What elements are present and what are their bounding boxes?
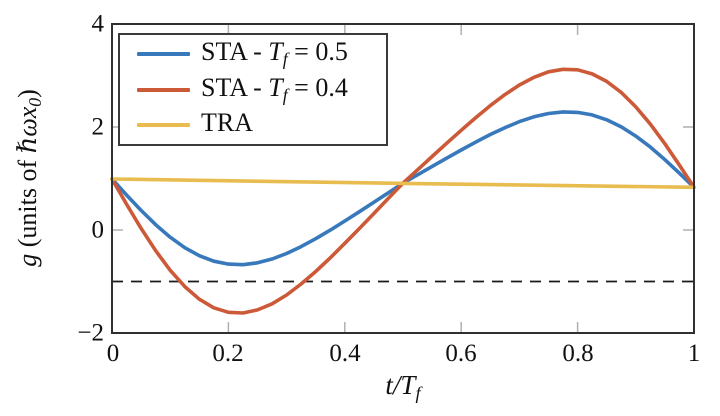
legend-item-sta-tf-0.5: STA - Tf = 0.5 (120, 37, 386, 71)
legend: STA - Tf = 0.5 STA - Tf = 0.4 TRA (118, 33, 388, 146)
x-tick-label: 0.2 (212, 340, 244, 367)
legend-label-value: = 0.4 (287, 72, 348, 102)
y-axis-units: ℏωx (13, 106, 43, 154)
y-axis-label: g (units of ℏωx0) (13, 89, 46, 267)
y-axis-label-text: (units of (13, 153, 43, 254)
legend-label: TRA (201, 110, 253, 140)
x-axis-label-subscript: f (415, 383, 421, 404)
legend-label: STA - Tf = 0.5 (201, 36, 348, 69)
y-tick-label: 2 (91, 113, 105, 141)
legend-item-tra: TRA (120, 108, 386, 142)
curve-tra (110, 177, 696, 190)
legend-line-sample (137, 87, 190, 92)
x-tick-label: 0 (106, 340, 120, 367)
x-tick-label: 1 (687, 340, 701, 367)
legend-label-symbol: T (268, 36, 283, 66)
legend-label-subscript: f (282, 48, 288, 69)
legend-label-text: STA - (201, 36, 269, 66)
x-axis-label: t/Tf (385, 372, 420, 403)
y-axis-symbol: g (13, 253, 43, 267)
legend-label-subscript: f (282, 84, 288, 105)
y-tick-label: −2 (77, 319, 104, 347)
x-tick-label: 0.4 (329, 340, 361, 367)
plot-frame (111, 23, 695, 334)
legend-label-text: TRA (201, 108, 253, 138)
legend-line-sample (137, 51, 190, 56)
legend-label-value: = 0.5 (287, 36, 348, 66)
x-tick-label: 0.6 (445, 340, 477, 367)
y-tick-label: 0 (91, 216, 105, 244)
y-axis-label-close: ) (13, 89, 43, 98)
legend-label-text: STA - (201, 72, 269, 102)
legend-label: STA - Tf = 0.4 (201, 72, 348, 105)
legend-line-sample (137, 123, 190, 128)
x-axis-label-text: t/T (385, 370, 416, 400)
legend-label-symbol: T (268, 72, 283, 102)
x-tick-label: 0.8 (562, 340, 594, 367)
y-tick-label: 4 (91, 10, 105, 38)
legend-item-sta-tf-0.4: STA - Tf = 0.4 (120, 73, 386, 107)
y-axis-units-subscript: 0 (25, 97, 46, 107)
